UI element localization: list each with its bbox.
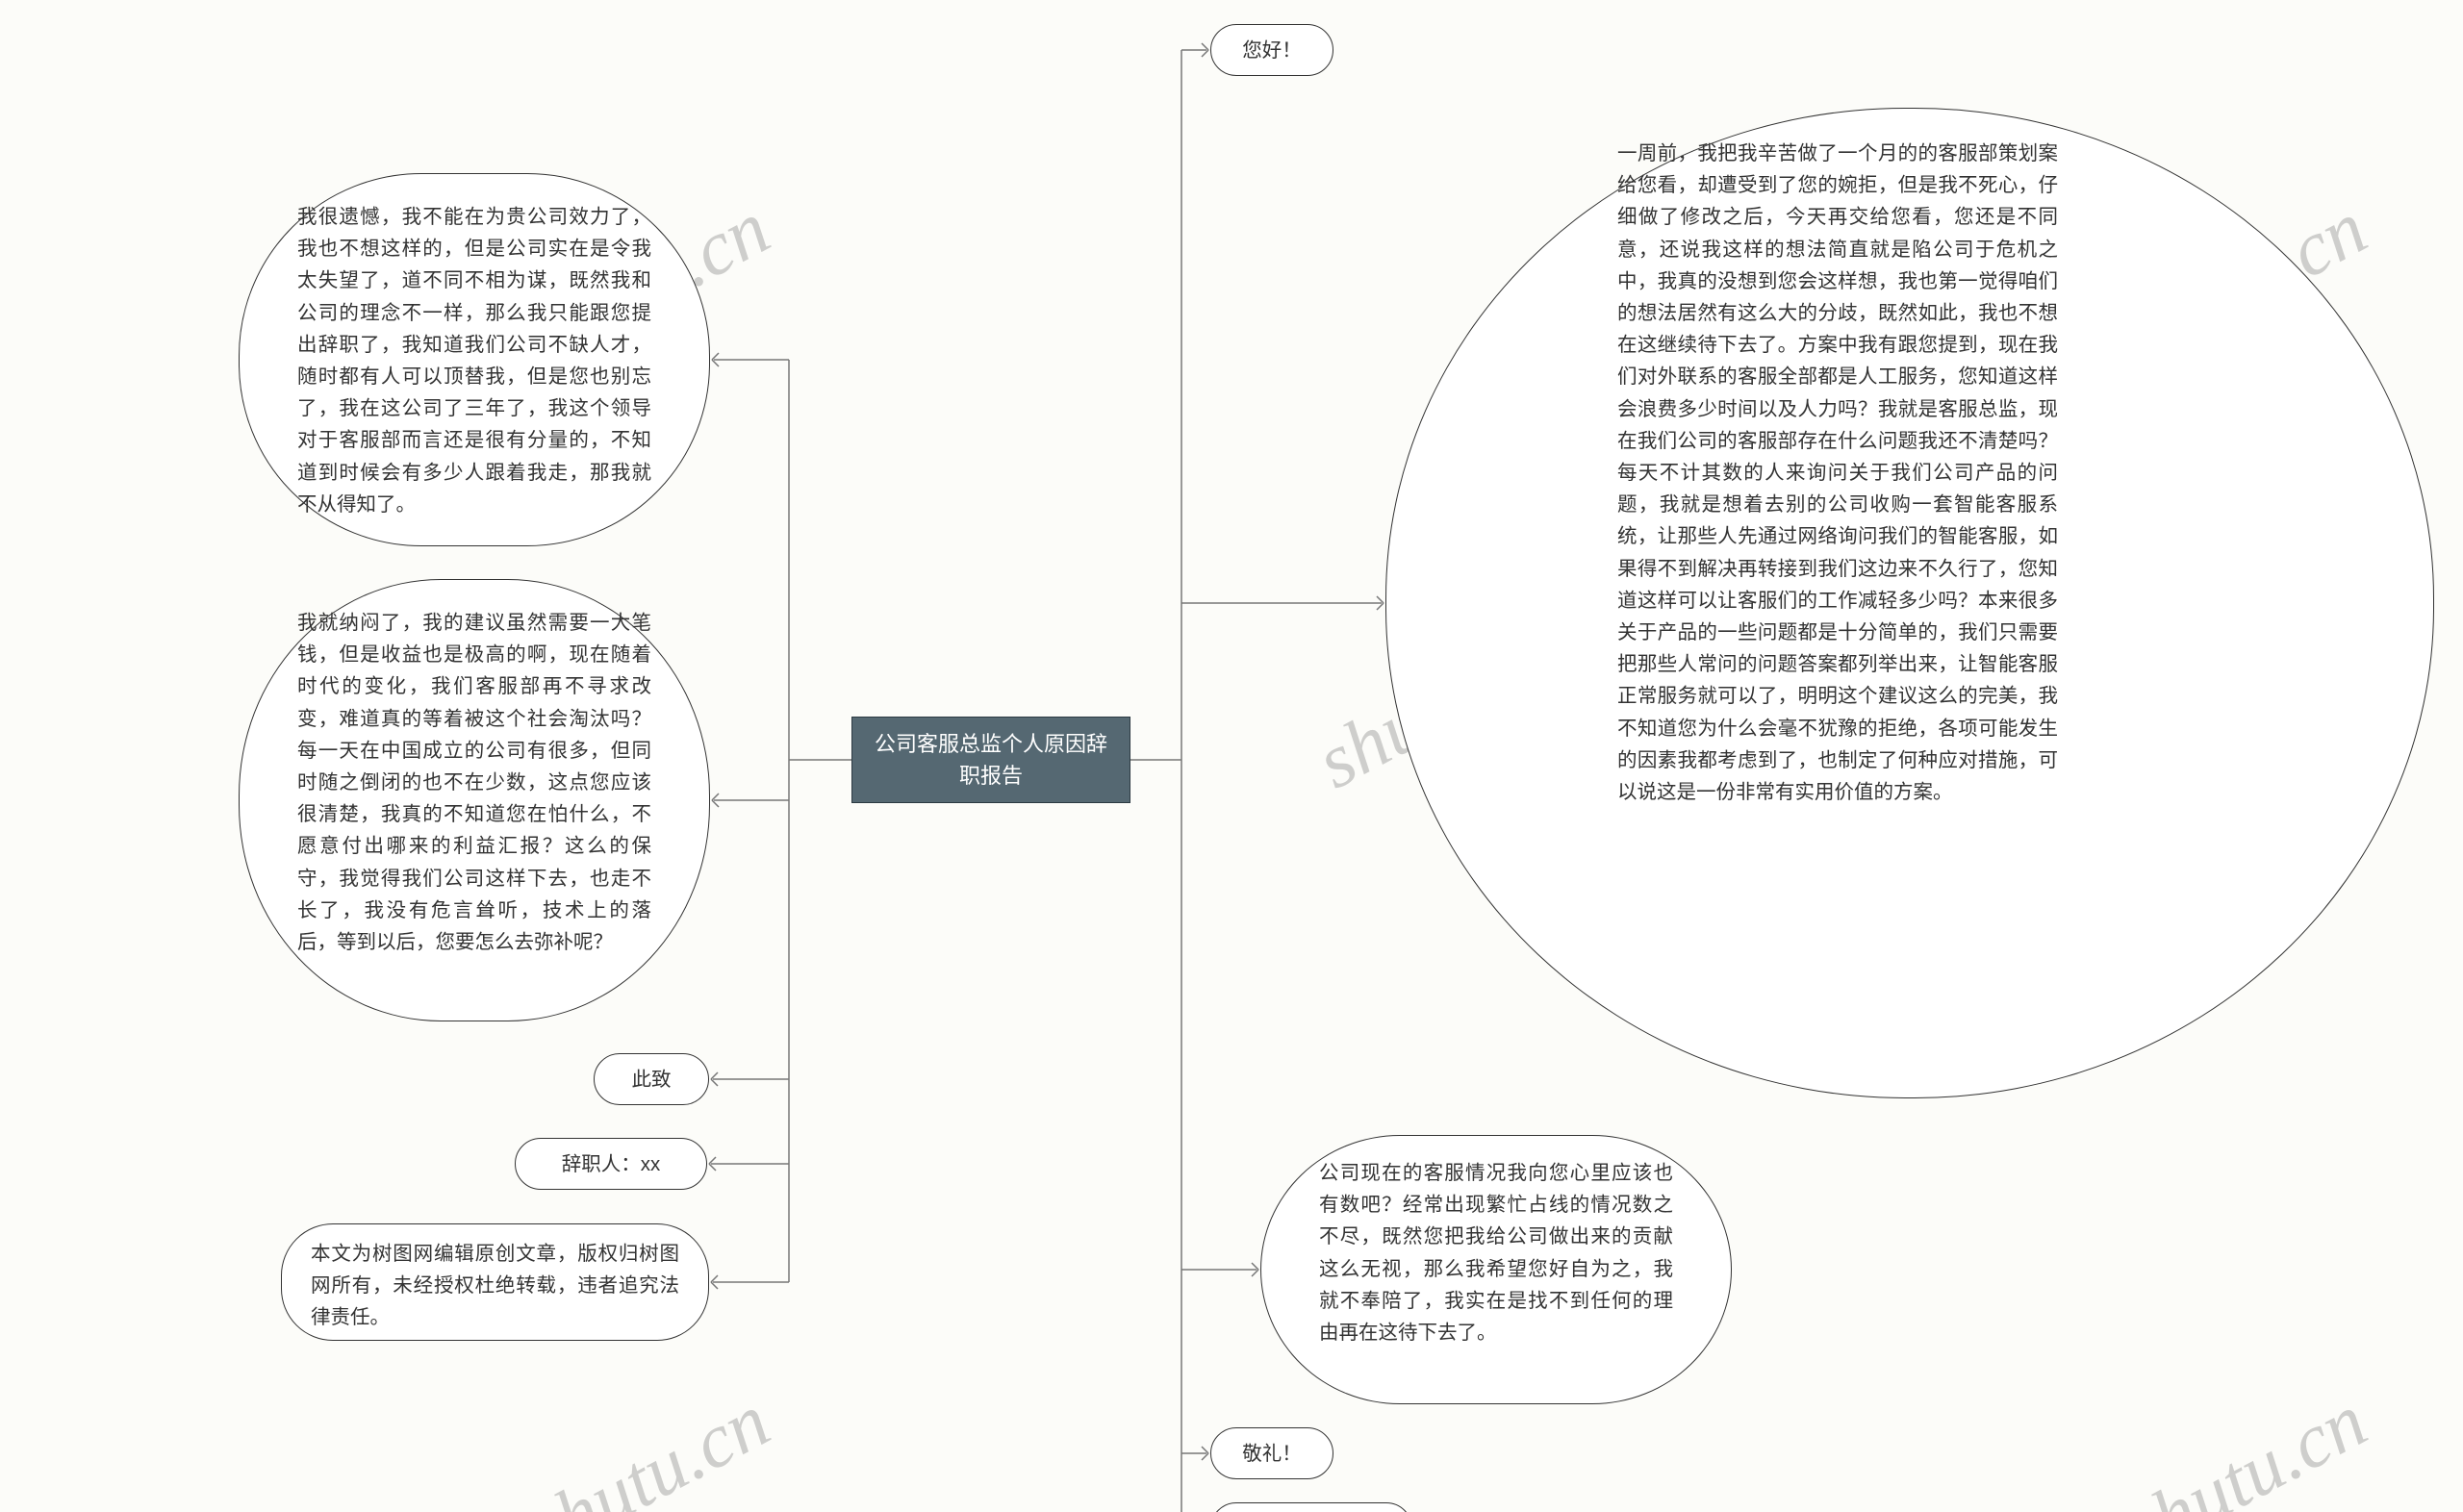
right-node-5: 20xx年x月x日: [1210, 1502, 1412, 1512]
right-node-1: 您好！: [1210, 24, 1333, 76]
center-node-text: 公司客服总监个人原因辞职报告: [870, 728, 1112, 792]
right-node-2-text: 一周前，我把我辛苦做了一个月的的客服部策划案给您看，却遭受到了您的婉拒，但是我不…: [1617, 142, 2058, 803]
right-node-4-text: 敬礼！: [1242, 1443, 1302, 1465]
left-node-2-text: 我就纳闷了，我的建议虽然需要一大笔钱，但是收益也是极高的啊，现在随着时代的变化，…: [297, 612, 651, 953]
center-node: 公司客服总监个人原因辞职报告: [851, 717, 1130, 803]
left-node-4: 辞职人：xx: [515, 1138, 707, 1190]
right-node-3: 公司现在的客服情况我向您心里应该也有数吧？经常出现繁忙占线的情况数之不尽，既然您…: [1260, 1135, 1732, 1404]
left-node-4-text: 辞职人：xx: [562, 1153, 661, 1175]
right-node-2: 一周前，我把我辛苦做了一个月的的客服部策划案给您看，却遭受到了您的婉拒，但是我不…: [1385, 108, 2434, 1098]
right-node-3-text: 公司现在的客服情况我向您心里应该也有数吧？经常出现繁忙占线的情况数之不尽，既然您…: [1319, 1162, 1673, 1344]
right-node-4: 敬礼！: [1210, 1427, 1333, 1479]
left-node-3: 此致: [594, 1053, 709, 1105]
right-node-1-text: 您好！: [1242, 39, 1302, 62]
left-node-3-text: 此致: [632, 1069, 672, 1091]
left-node-1: 我很遗憾，我不能在为贵公司效力了，我也不想这样的，但是公司实在是令我太失望了，道…: [239, 173, 710, 546]
left-node-2: 我就纳闷了，我的建议虽然需要一大笔钱，但是收益也是极高的啊，现在随着时代的变化，…: [239, 579, 710, 1021]
watermark: shutu.cn: [2111, 1377, 2380, 1512]
left-node-5-text: 本文为树图网编辑原创文章，版权归树图网所有，未经授权杜绝转载，违者追究法律责任。: [311, 1243, 679, 1328]
watermark: shutu.cn: [514, 1377, 783, 1512]
left-node-1-text: 我很遗憾，我不能在为贵公司效力了，我也不想这样的，但是公司实在是令我太失望了，道…: [297, 206, 651, 516]
left-node-5: 本文为树图网编辑原创文章，版权归树图网所有，未经授权杜绝转载，违者追究法律责任。: [281, 1223, 709, 1341]
